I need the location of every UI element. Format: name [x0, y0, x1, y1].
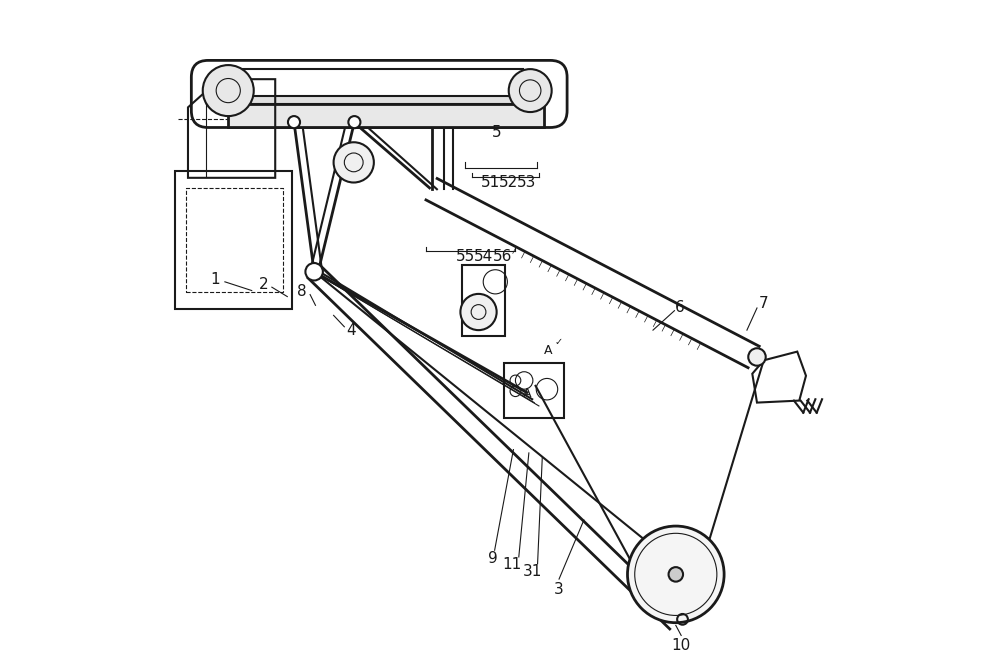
Text: A: A [523, 387, 531, 401]
Circle shape [460, 294, 497, 330]
Circle shape [288, 116, 300, 128]
Text: 7: 7 [759, 296, 769, 311]
Text: 54: 54 [474, 249, 493, 264]
Circle shape [305, 263, 323, 280]
Text: 9: 9 [488, 551, 498, 566]
Bar [175, 171, 292, 309]
Text: 6: 6 [675, 300, 685, 315]
Text: 4: 4 [346, 323, 356, 338]
Bar [504, 363, 564, 418]
Text: 52: 52 [499, 175, 518, 190]
Text: 5: 5 [492, 125, 501, 140]
Text: 1: 1 [210, 272, 220, 287]
Circle shape [669, 567, 683, 582]
Circle shape [203, 65, 254, 116]
Text: 10: 10 [672, 638, 691, 653]
Circle shape [348, 116, 360, 128]
Text: A: A [544, 344, 553, 357]
Circle shape [748, 348, 766, 366]
Text: 3: 3 [554, 582, 564, 597]
Text: 56: 56 [493, 249, 512, 264]
Text: 2: 2 [259, 277, 269, 292]
Circle shape [627, 526, 724, 623]
Text: 8: 8 [297, 285, 306, 299]
Text: ✓: ✓ [555, 338, 563, 347]
Bar [186, 188, 283, 292]
Text: 53: 53 [517, 175, 537, 190]
Bar [462, 265, 505, 336]
Bar [228, 104, 544, 127]
Circle shape [509, 69, 552, 112]
Circle shape [334, 142, 374, 183]
Bar [238, 96, 534, 104]
Text: 55: 55 [455, 249, 475, 264]
Text: 51: 51 [481, 175, 500, 190]
Text: 11: 11 [502, 558, 522, 572]
Text: 31: 31 [523, 564, 542, 579]
